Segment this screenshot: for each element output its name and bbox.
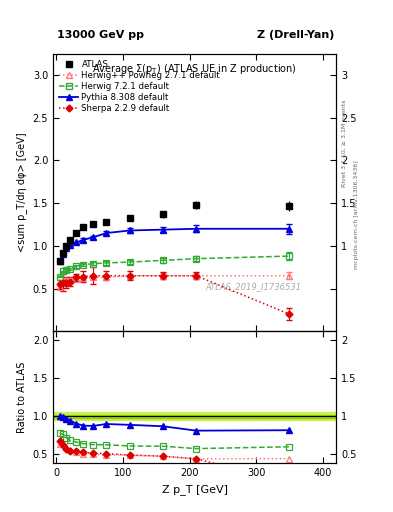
Text: ATLAS_2019_I1736531: ATLAS_2019_I1736531 [206,283,302,292]
Legend: ATLAS, Herwig++ Powheg 2.7.1 default, Herwig 7.2.1 default, Pythia 8.308 default: ATLAS, Herwig++ Powheg 2.7.1 default, He… [57,58,222,115]
Bar [53,413,336,420]
Text: Average $\Sigma$(p$_\mathregular{T}$) (ATLAS UE in Z production): Average $\Sigma$(p$_\mathregular{T}$) (A… [92,62,297,76]
Y-axis label: Ratio to ATLAS: Ratio to ATLAS [17,361,27,433]
Text: Z (Drell-Yan): Z (Drell-Yan) [257,30,334,40]
X-axis label: Z p_T [GeV]: Z p_T [GeV] [162,484,228,495]
Text: 13000 GeV pp: 13000 GeV pp [57,30,144,40]
Text: Rivet 3.1.10, ≥ 3.1M events: Rivet 3.1.10, ≥ 3.1M events [342,100,347,187]
Bar [53,415,336,418]
Y-axis label: <sum p_T/dη dφ> [GeV]: <sum p_T/dη dφ> [GeV] [16,133,27,252]
Text: mcplots.cern.ch [arXiv:1306.3436]: mcplots.cern.ch [arXiv:1306.3436] [354,161,359,269]
